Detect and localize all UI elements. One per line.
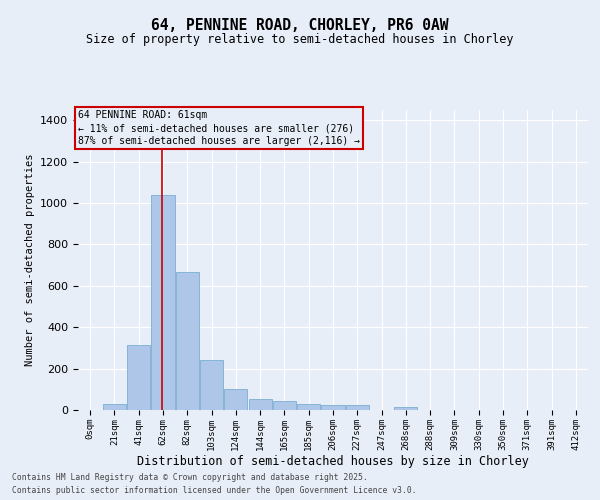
Bar bbox=[322, 405, 344, 410]
Bar bbox=[248, 398, 272, 410]
Bar bbox=[346, 405, 369, 410]
Bar bbox=[297, 404, 320, 410]
Text: Contains HM Land Registry data © Crown copyright and database right 2025.: Contains HM Land Registry data © Crown c… bbox=[12, 474, 368, 482]
X-axis label: Distribution of semi-detached houses by size in Chorley: Distribution of semi-detached houses by … bbox=[137, 456, 529, 468]
Text: 64 PENNINE ROAD: 61sqm
← 11% of semi-detached houses are smaller (276)
87% of se: 64 PENNINE ROAD: 61sqm ← 11% of semi-det… bbox=[78, 110, 360, 146]
Bar bbox=[127, 345, 150, 410]
Bar bbox=[224, 390, 247, 410]
Bar bbox=[151, 195, 175, 410]
Bar bbox=[394, 407, 418, 410]
Bar bbox=[200, 360, 223, 410]
Y-axis label: Number of semi-detached properties: Number of semi-detached properties bbox=[25, 154, 35, 366]
Text: Contains public sector information licensed under the Open Government Licence v3: Contains public sector information licen… bbox=[12, 486, 416, 495]
Bar bbox=[273, 400, 296, 410]
Text: Size of property relative to semi-detached houses in Chorley: Size of property relative to semi-detach… bbox=[86, 32, 514, 46]
Bar bbox=[103, 404, 126, 410]
Bar bbox=[176, 272, 199, 410]
Text: 64, PENNINE ROAD, CHORLEY, PR6 0AW: 64, PENNINE ROAD, CHORLEY, PR6 0AW bbox=[151, 18, 449, 32]
